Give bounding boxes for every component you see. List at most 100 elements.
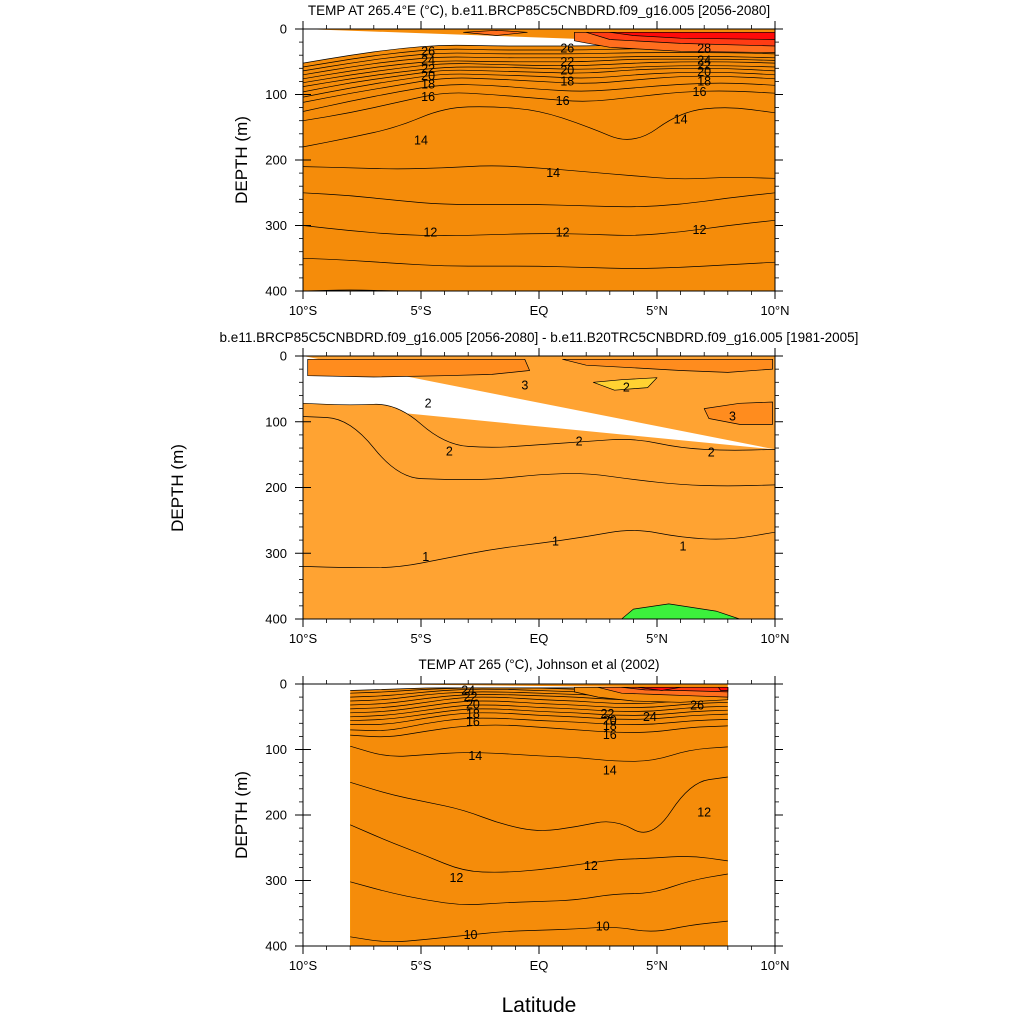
- panel-3-contour-12: [350, 696, 728, 710]
- panel-2-band-3: [303, 403, 775, 619]
- panel-2-ytick-label-1: 100: [265, 414, 287, 429]
- panel-2-ytick-label-0: 0: [280, 349, 287, 364]
- panel-1-xtick-label-1: 5°S: [410, 303, 431, 318]
- panel-2-contour-label-0: 3: [521, 379, 528, 393]
- panel-2-xtick-label-1: 5°S: [410, 631, 431, 646]
- panel-2-ytick-label-2: 200: [265, 480, 287, 495]
- panel-1-contour-label-14: 12: [556, 226, 570, 240]
- panel-3-contour-label-16: 12: [697, 805, 711, 819]
- panel-3-contour-label-11: 16: [603, 728, 617, 742]
- panel-1-contour-9: [302, 71, 776, 98]
- panel-2-contour-label-7: 1: [422, 550, 429, 564]
- panel-3-contour-label-5: 14: [468, 749, 482, 763]
- panel-1-contour-5: [302, 106, 776, 148]
- panel-3-ytick-label-4: 400: [265, 939, 287, 954]
- panel-3-fills: [350, 684, 729, 946]
- panel-1-contour-label-2: 22: [421, 62, 435, 76]
- panel-1-contour-15: [302, 52, 776, 72]
- panel-2-fills: [302, 356, 776, 620]
- panel-1-contour-11: [302, 65, 776, 87]
- panel-1-contour-label-3: 20: [421, 69, 435, 83]
- panel-1-contour-label-4: 18: [421, 78, 435, 92]
- panel-1-ytick-label-4: 400: [265, 284, 287, 299]
- panel-1-contour-label-22: 12: [693, 223, 707, 237]
- panel-2-patch-0: [307, 358, 530, 378]
- panel-3-contour-label-3: 18: [466, 707, 480, 721]
- panel-3-contour-label-15: 26: [690, 699, 704, 713]
- panel-2-contour-label-5: 2: [576, 434, 583, 448]
- panel-1-contour-6: [302, 90, 776, 122]
- panel-1-contour-label-9: 22: [560, 55, 574, 69]
- panel-3-contour-7: [350, 717, 728, 731]
- panel-3-title: TEMP AT 265 (°C), Johnson et al (2002): [418, 657, 659, 672]
- panel-1-contour-7: [302, 82, 776, 112]
- panel-3-xtick-label-2: EQ: [530, 958, 549, 973]
- panel-1-contour-label-10: 20: [560, 63, 574, 77]
- panel-3-contour-label-0: 24: [461, 684, 475, 698]
- panel-2-contour-label-9: 1: [679, 540, 686, 554]
- panel-1-xtick-label-0: 10°S: [289, 303, 318, 318]
- panel-3-ytick-label-2: 200: [265, 808, 287, 823]
- panel-1-contour-label-19: 18: [697, 74, 711, 88]
- panel-1-patch-0: [463, 29, 528, 36]
- panel-3-contour-4: [350, 776, 728, 833]
- panel-1-contour-4: [302, 165, 776, 180]
- panel-1-contour-8: [302, 75, 776, 103]
- panel-2-xtick-label-2: EQ: [530, 631, 549, 646]
- panel-1-contour-label-0: 26: [421, 44, 435, 58]
- panel-1-contour-label-17: 22: [697, 59, 711, 73]
- panel-2-contour-label-4: 2: [446, 444, 453, 458]
- panel-3: TEMP AT 265 (°C), Johnson et al (2002) 0…: [232, 657, 790, 973]
- panel-3-contour-label-10: 18: [603, 719, 617, 733]
- panel-1-xtick-label-3: 5°N: [646, 303, 668, 318]
- panel-1-ytick-label-3: 300: [265, 218, 287, 233]
- panel-2-contour-labels: 3 2 3 2 2 2 2 1 1 1: [422, 379, 736, 565]
- panel-2-contour-3: [302, 402, 776, 451]
- panel-3-xtick-label-1: 5°S: [410, 958, 431, 973]
- panel-3-contour-label-7: 10: [464, 928, 478, 942]
- panel-3-ylabel: DEPTH (m): [232, 771, 251, 859]
- panel-3-contour-label-2: 20: [466, 697, 480, 711]
- panel-2-contour-label-3: 2: [425, 396, 432, 410]
- panel-1-contour-label-15: 28: [697, 42, 711, 56]
- panel-3-contour-label-6: 12: [449, 871, 463, 885]
- panel-1-contour-label-21: 14: [674, 112, 688, 126]
- panel-1-contour-2: [302, 219, 776, 236]
- panel-1-contour-label-1: 24: [421, 53, 435, 67]
- panel-1-contour-label-6: 14: [414, 133, 428, 147]
- panel-3-xtick-label-4: 10°N: [760, 958, 789, 973]
- panel-2-contour-label-8: 1: [552, 534, 559, 548]
- figure-xlabel: Latitude: [502, 994, 577, 1017]
- panel-2-xtick-label-3: 5°N: [646, 631, 668, 646]
- panel-1-contour-labels: 2624222018161412262220181614122824222018…: [414, 42, 711, 240]
- panel-2-contour-label-6: 2: [708, 446, 715, 460]
- panel-3-contour-3: [350, 824, 728, 873]
- panel-3-contour-label-1: 22: [464, 690, 478, 704]
- panel-1-contour-label-7: 12: [423, 226, 437, 240]
- panel-2-ylabel: DEPTH (m): [168, 444, 187, 532]
- panel-1-ytick-label-0: 0: [280, 22, 287, 37]
- panel-3-contour-11: [350, 700, 728, 714]
- panel-2-patch-1: [562, 358, 773, 373]
- panel-1-title: TEMP AT 265.4°E (°C), b.e11.BRCP85C5CNBD…: [308, 3, 770, 18]
- panel-1: TEMP AT 265.4°E (°C), b.e11.BRCP85C5CNBD…: [232, 3, 790, 318]
- panel-1-contour-12: [302, 61, 776, 84]
- panel-3-contour-label-13: 12: [584, 859, 598, 873]
- panel-2-xtick-label-0: 10°S: [289, 631, 318, 646]
- panel-3-xtick-label-3: 5°N: [646, 958, 668, 973]
- panel-3-band-17: [350, 687, 728, 946]
- panel-3-ytick-label-3: 300: [265, 873, 287, 888]
- panel-1-ytick-label-1: 100: [265, 87, 287, 102]
- panel-2: b.e11.BRCP85C5CNBDRD.f09_g16.005 [2056-2…: [168, 330, 858, 646]
- panel-3-contour-label-17: 10: [596, 919, 610, 933]
- panel-1-contour-14: [302, 56, 776, 76]
- panel-1-contour-10: [302, 67, 776, 93]
- panel-1-contour-label-20: 16: [693, 85, 707, 99]
- panel-3-ytick-label-1: 100: [265, 742, 287, 757]
- panel-1-contour-label-8: 26: [560, 42, 574, 56]
- panel-1-contour-label-16: 24: [697, 53, 711, 67]
